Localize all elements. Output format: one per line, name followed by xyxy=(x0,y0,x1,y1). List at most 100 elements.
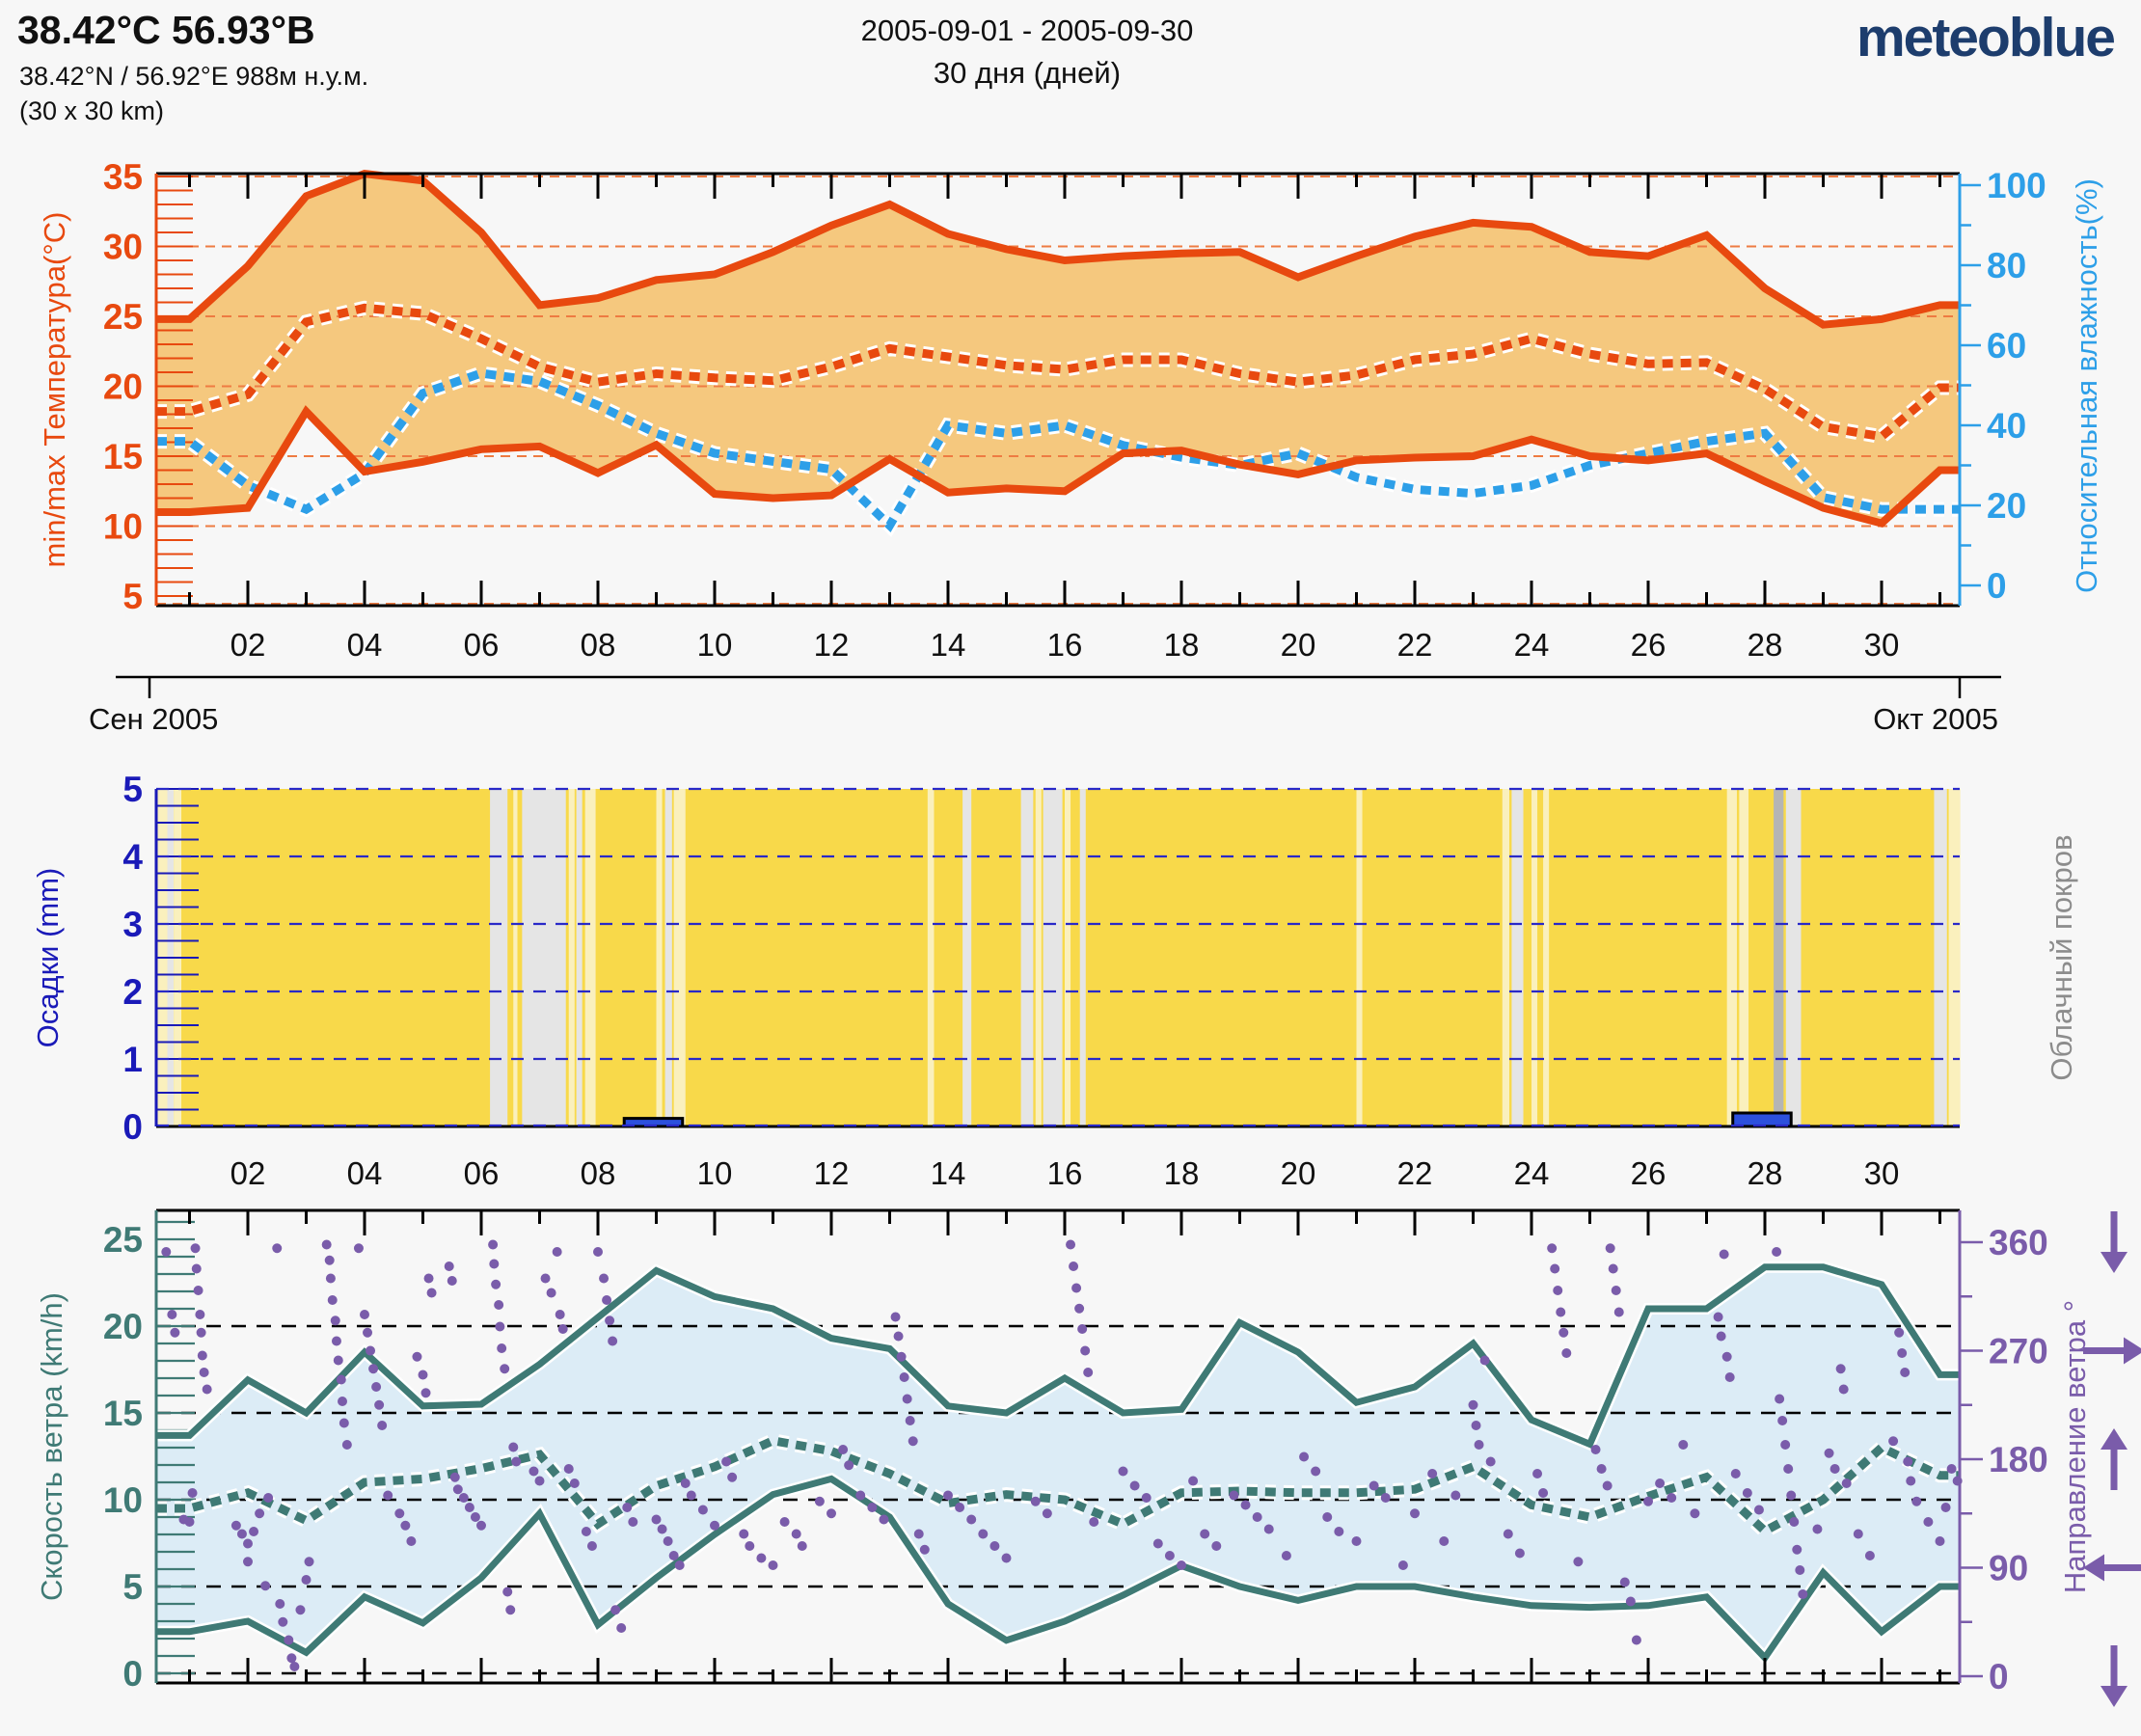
wind-direction-dot xyxy=(161,1247,172,1257)
wind-direction-dot xyxy=(1468,1399,1478,1410)
wind-direction-dot xyxy=(1853,1529,1863,1539)
cloud-band-partial xyxy=(513,789,518,1126)
wind-direction-dot xyxy=(546,1288,556,1298)
wind-direction-dot xyxy=(791,1529,801,1539)
wind-direction-dot xyxy=(336,1374,346,1385)
wind-direction-dot xyxy=(1069,1261,1079,1271)
wind-direction-dot xyxy=(476,1520,486,1531)
wind-direction-dot xyxy=(1690,1508,1700,1519)
wind-direction-dot xyxy=(528,1466,539,1477)
wind-direction-dot xyxy=(1611,1286,1621,1295)
wind-direction-dot xyxy=(651,1514,662,1525)
wind-direction-dot xyxy=(1678,1440,1689,1450)
wind-direction-dot xyxy=(943,1490,953,1501)
wind-direction-dot xyxy=(1071,1283,1082,1293)
t-max-line xyxy=(156,170,1960,329)
wind-direction-dot xyxy=(610,1605,621,1615)
wind-direction-dot xyxy=(324,1255,335,1265)
cloud-band-partial xyxy=(1543,789,1550,1126)
wind-speed-axis-title: Скорость ветра (km/h) xyxy=(35,1292,68,1601)
wind-dir-tick-label: 360 xyxy=(1989,1223,2048,1262)
temp-tick-label: 5 xyxy=(122,577,143,616)
temp-tick-label: 15 xyxy=(103,437,143,476)
wind-direction-dot xyxy=(890,1312,901,1322)
humidity-tick-label: 60 xyxy=(1987,326,2026,366)
wind-tick-label: 0 xyxy=(122,1654,143,1694)
wind-direction-dot xyxy=(616,1623,627,1633)
wind-direction-dot xyxy=(500,1364,510,1374)
cloud-band-overcast xyxy=(576,789,583,1126)
wind-direction-dot xyxy=(1240,1500,1251,1510)
wind-direction-dot xyxy=(1903,1456,1913,1467)
temp-chart-day-label: 26 xyxy=(1631,627,1667,663)
meteoblue-logo: meteoblue xyxy=(1856,7,2116,68)
wind-direction-dot xyxy=(400,1520,411,1531)
cloud-band-partial xyxy=(673,789,686,1126)
wind-direction-dot xyxy=(284,1635,294,1645)
wind-direction-dot xyxy=(905,1416,915,1425)
wind-direction-dot xyxy=(1798,1589,1808,1599)
wind-direction-dot xyxy=(1792,1544,1802,1555)
temp-chart-day-label: 16 xyxy=(1047,627,1083,663)
wind-dir-tick-label: 90 xyxy=(1989,1549,2028,1588)
wind-direction-dot xyxy=(333,1355,343,1366)
wind-direction-dot xyxy=(452,1484,463,1495)
wind-direction-dot xyxy=(1625,1596,1636,1607)
wind-direction-dot xyxy=(371,1382,382,1392)
t-min-line xyxy=(156,405,1960,529)
wind-direction-dot xyxy=(368,1364,379,1374)
wind-direction-dot xyxy=(1077,1324,1088,1334)
wind-direction-dot xyxy=(339,1418,349,1428)
wind-direction-dot xyxy=(1667,1493,1677,1503)
wind-direction-dot xyxy=(919,1544,930,1555)
cloud-band-overcast xyxy=(1511,789,1524,1126)
wind-direction-dot xyxy=(187,1488,198,1498)
wind-direction-dot xyxy=(663,1536,673,1546)
page-subtitle: 38.42°N / 56.92°E 988м н.у.м. xyxy=(19,62,369,91)
wind-direction-dot xyxy=(1553,1286,1563,1295)
wind-direction-dot xyxy=(1089,1517,1099,1527)
wind-direction-dot xyxy=(1812,1524,1823,1534)
temp-chart-day-label: 18 xyxy=(1164,627,1200,663)
wind-direction-dot xyxy=(289,1662,300,1671)
wind-direction-dot xyxy=(1772,1247,1782,1257)
wind-direction-dot xyxy=(908,1436,918,1447)
wind-chart-day-label: 02 xyxy=(230,1155,266,1191)
cloud-band-overcast xyxy=(1079,789,1086,1126)
temp-axis-title: min/max Температура(°C) xyxy=(38,211,71,568)
cloud-band-partial xyxy=(656,789,663,1126)
wind-chart-day-label: 14 xyxy=(931,1155,966,1191)
wind-direction-dot xyxy=(502,1587,513,1597)
wind-direction-dot xyxy=(331,1336,341,1346)
wind-chart-day-label: 20 xyxy=(1281,1155,1316,1191)
wind-direction-dot xyxy=(1141,1493,1152,1503)
temp-tick-label: 25 xyxy=(103,297,143,337)
wind-direction-dot xyxy=(1835,1364,1846,1374)
wind-dir-arrowhead-left xyxy=(2083,1554,2104,1582)
wind-direction-dot xyxy=(1503,1529,1513,1539)
wind-direction-dot xyxy=(1864,1551,1875,1560)
wind-direction-dot xyxy=(1427,1469,1438,1478)
wind-direction-dot xyxy=(420,1388,431,1398)
wind-direction-dot xyxy=(913,1529,924,1539)
wind-direction-dot xyxy=(321,1239,332,1250)
wind-direction-dot xyxy=(1129,1480,1140,1491)
wind-direction-dot xyxy=(325,1273,336,1284)
wind-direction-dot xyxy=(377,1421,388,1430)
wind-direction-dot xyxy=(779,1517,790,1527)
wind-direction-dot xyxy=(423,1273,434,1284)
t-mean-line xyxy=(156,303,1960,442)
precip-tick-label: 5 xyxy=(122,770,143,809)
humidity-tick-label: 40 xyxy=(1987,406,2026,446)
wind-direction-dot xyxy=(1897,1348,1908,1358)
wind-direction-dot xyxy=(605,1316,615,1326)
temp-chart-day-label: 08 xyxy=(581,627,616,663)
cloud-band-overcast xyxy=(1785,789,1802,1126)
temp-tick-label: 30 xyxy=(103,228,143,267)
wind-direction-dot xyxy=(827,1508,836,1519)
wind-direction-dot xyxy=(249,1527,259,1536)
wind-direction-dot xyxy=(1602,1480,1613,1491)
wind-direction-dot xyxy=(1829,1464,1840,1474)
wind-direction-dot xyxy=(1066,1239,1076,1250)
